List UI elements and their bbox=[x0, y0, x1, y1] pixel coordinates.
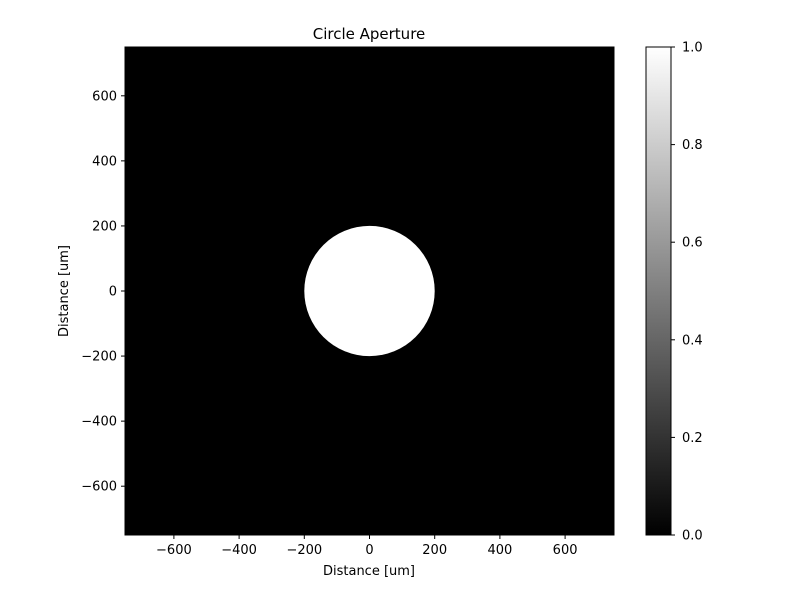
chart-title: Circle Aperture bbox=[313, 25, 426, 43]
x-axis-label: Distance [um] bbox=[323, 564, 415, 579]
x-tick-label: 400 bbox=[487, 543, 512, 558]
colorbar-tick-label: 0.4 bbox=[682, 333, 703, 348]
y-tick-label: 400 bbox=[92, 154, 117, 169]
y-axis: −600 −400 −200 0 200 400 600 bbox=[81, 89, 125, 495]
colorbar-tick-label: 1.0 bbox=[682, 41, 703, 56]
y-axis-label: Distance [um] bbox=[57, 245, 72, 337]
x-tick-label: 0 bbox=[365, 543, 373, 558]
colorbar-axis: 0.0 0.2 0.4 0.6 0.8 1.0 bbox=[671, 41, 703, 544]
x-axis: −600 −400 −200 0 200 400 600 bbox=[156, 535, 578, 558]
colorbar bbox=[645, 46, 672, 536]
x-tick-label: 600 bbox=[553, 543, 578, 558]
x-tick-label: −600 bbox=[156, 543, 192, 558]
colorbar-tick-label: 0.8 bbox=[682, 138, 703, 153]
x-tick-label: 200 bbox=[422, 543, 447, 558]
x-tick-label: −400 bbox=[221, 543, 257, 558]
y-tick-label: −200 bbox=[81, 350, 117, 365]
colorbar-tick-label: 0.6 bbox=[682, 236, 703, 251]
y-tick-label: 200 bbox=[92, 219, 117, 234]
x-tick-label: −200 bbox=[286, 543, 322, 558]
y-tick-label: 600 bbox=[92, 89, 117, 104]
colorbar-tick-label: 0.0 bbox=[682, 529, 703, 544]
aperture-circle bbox=[304, 225, 435, 357]
y-tick-label: 0 bbox=[109, 285, 117, 300]
y-tick-label: −400 bbox=[81, 415, 117, 430]
colorbar-tick-label: 0.2 bbox=[682, 431, 703, 446]
y-tick-label: −600 bbox=[81, 480, 117, 495]
